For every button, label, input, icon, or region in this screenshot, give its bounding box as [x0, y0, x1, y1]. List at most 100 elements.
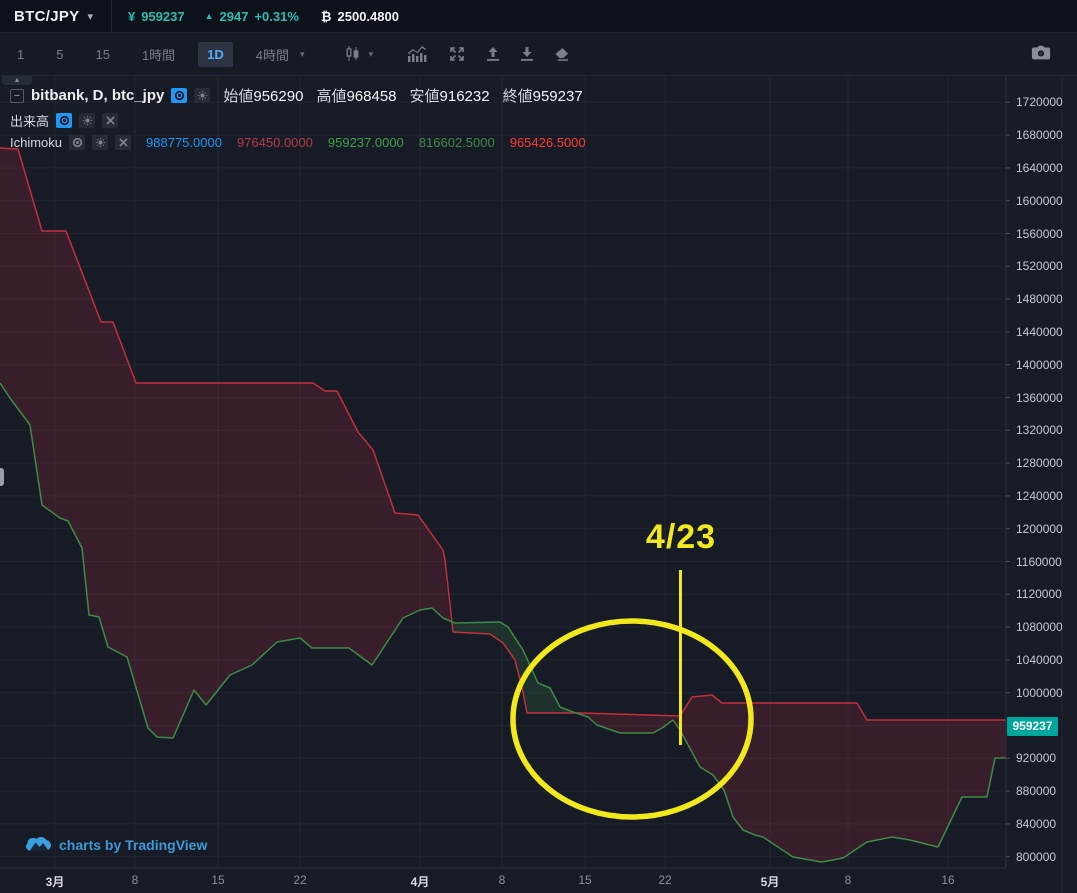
last-price-tag: 959237 [1007, 716, 1058, 736]
close-value: 959237 [532, 88, 583, 105]
last-price-value: 959237 [141, 8, 185, 24]
price-label: 1240000 [1016, 488, 1063, 503]
volume-settings-gear-icon[interactable] [79, 113, 96, 128]
chart-style-candles-icon[interactable] [343, 44, 363, 64]
ichimoku-value-2: 959237.0000 [327, 135, 404, 150]
price-label: 800000 [1016, 849, 1057, 864]
price-label: 1720000 [1016, 95, 1063, 110]
close-label: 終値 [502, 88, 533, 105]
high-label: 高値 [316, 88, 347, 105]
price-label: 1080000 [1016, 620, 1063, 635]
interval-button-1[interactable]: 1 [17, 46, 25, 62]
price-label: 1320000 [1016, 423, 1063, 438]
snapshot-camera-icon[interactable] [1031, 43, 1051, 63]
ichimoku-visibility-eye-icon[interactable] [69, 135, 86, 150]
senkou-span-a-green [0, 382, 1006, 863]
change-percent: +0.31% [254, 8, 299, 24]
series-visibility-eye-icon[interactable] [171, 88, 188, 103]
tradingview-logo-icon [26, 837, 51, 851]
time-label-22: 22 [293, 873, 307, 887]
ichimoku-value-0: 988775.0000 [146, 135, 222, 150]
btc-icon: ₿ [320, 8, 332, 24]
price-label: 920000 [1016, 751, 1057, 766]
interval-button-1時間[interactable]: 1時間 [141, 47, 176, 63]
header-divider [110, 0, 112, 33]
collapse-legend-button[interactable]: − [10, 88, 24, 103]
volume-label: 出来高 [10, 114, 50, 129]
annotation-date-text[interactable]: 4/23 [645, 518, 717, 556]
fullscreen-icon[interactable] [447, 44, 467, 64]
volume-remove-x-icon[interactable] [102, 113, 119, 128]
series-settings-gear-icon[interactable] [194, 88, 211, 103]
low-label: 安値 [409, 88, 440, 105]
price-label: 1680000 [1016, 128, 1063, 143]
toolbar-collapse-tab[interactable]: ▲ [2, 76, 32, 85]
load-download-icon[interactable] [517, 44, 537, 64]
price-label: 840000 [1016, 816, 1057, 831]
interval-dropdown-caret[interactable]: ▾ [300, 48, 305, 59]
open-value: 956290 [253, 88, 304, 105]
collapse-caret-up-icon: ▲ [13, 76, 21, 84]
interval-button-1D[interactable]: 1D [198, 41, 233, 67]
time-label-3月: 3月 [45, 875, 65, 889]
symbol-selector[interactable]: BTC/JPY ▾ [0, 0, 111, 32]
indicators-icon[interactable] [407, 44, 427, 64]
bear-cloud-right [573, 695, 1006, 862]
open-label: 始値 [223, 88, 254, 105]
price-label: 1200000 [1016, 521, 1063, 536]
price-label: 1120000 [1016, 587, 1062, 602]
price-label: 1000000 [1016, 685, 1063, 700]
price-label: 880000 [1016, 784, 1057, 799]
price-label: 1360000 [1016, 390, 1063, 405]
eraser-remove-drawings-icon[interactable] [551, 44, 571, 64]
chart-toolbar: 1 5 15 1時間 1D 4時間 ▾ ▾ [0, 33, 1077, 76]
symbol-name: BTC/JPY [14, 7, 80, 25]
price-label: 1600000 [1016, 193, 1063, 208]
tradingview-attribution[interactable]: charts by TradingView [26, 836, 207, 853]
legend-panel: − bitbank, D, btc_jpy 始値956290 高値968458 … [10, 85, 586, 155]
interval-button-4時間[interactable]: 4時間 [255, 47, 290, 63]
interval-button-15[interactable]: 15 [95, 46, 110, 62]
price-label: 1640000 [1016, 160, 1063, 175]
price-axis[interactable]: 1720000 1680000 1640000 1600000 1560000 15200… [1006, 76, 1077, 868]
series-title: bitbank, D, btc_jpy [31, 87, 165, 104]
change-value: 2947 [219, 8, 249, 24]
high-value: 968458 [346, 88, 397, 105]
time-label-8: 8 [131, 873, 139, 887]
tradingview-attribution-text: charts by TradingView [59, 836, 208, 853]
ichimoku-settings-gear-icon[interactable] [92, 135, 109, 150]
interval-button-5[interactable]: 5 [56, 46, 64, 62]
time-axis[interactable]: 3月 8 15 22 4月 8 15 22 5月 8 16 [0, 868, 1006, 893]
bull-cloud-mid [450, 620, 573, 713]
volume-visibility-eye-icon[interactable] [56, 113, 73, 128]
price-label: 1520000 [1016, 259, 1063, 274]
last-price-quote: ¥ 959237 ▲ 2947 +0.31% [128, 9, 299, 24]
main-series-legend-row: − bitbank, D, btc_jpy 始値956290 高値968458 … [10, 85, 586, 106]
btc-price-value: 2500.4800 [337, 8, 399, 24]
price-label: 1400000 [1016, 357, 1063, 372]
time-label-4月: 4月 [410, 875, 430, 889]
chevron-down-icon: ▾ [87, 10, 93, 23]
price-label: 1160000 [1016, 554, 1062, 569]
senkou-span-b-red [0, 147, 1006, 721]
symbol-header: BTC/JPY ▾ ¥ 959237 ▲ 2947 +0.31% ₿ 2500.… [0, 0, 1077, 33]
ichimoku-value-3: 816602.5000 [418, 135, 495, 150]
publish-upload-icon[interactable] [483, 44, 503, 64]
chart-style-dropdown-caret[interactable]: ▾ [368, 48, 374, 59]
time-label-8: 8 [498, 873, 506, 887]
interval-buttons: 1 5 15 1時間 1D 4時間 [8, 40, 298, 69]
ichimoku-remove-x-icon[interactable] [115, 135, 132, 150]
time-label-22: 22 [658, 873, 672, 887]
price-label: 1560000 [1016, 226, 1063, 241]
annotation-ellipse [510, 618, 754, 820]
low-value: 916232 [439, 88, 490, 105]
ichimoku-value-4: 965426.5000 [509, 135, 586, 150]
ohlc-values: 始値956290 高値968458 安値916232 終値959237 [223, 85, 582, 106]
bear-cloud-left [0, 148, 450, 738]
time-label-8: 8 [844, 873, 852, 887]
drawing-toolbar-handle[interactable] [0, 468, 4, 486]
price-label: 1480000 [1016, 292, 1063, 307]
change-up-icon: ▲ [204, 11, 214, 21]
